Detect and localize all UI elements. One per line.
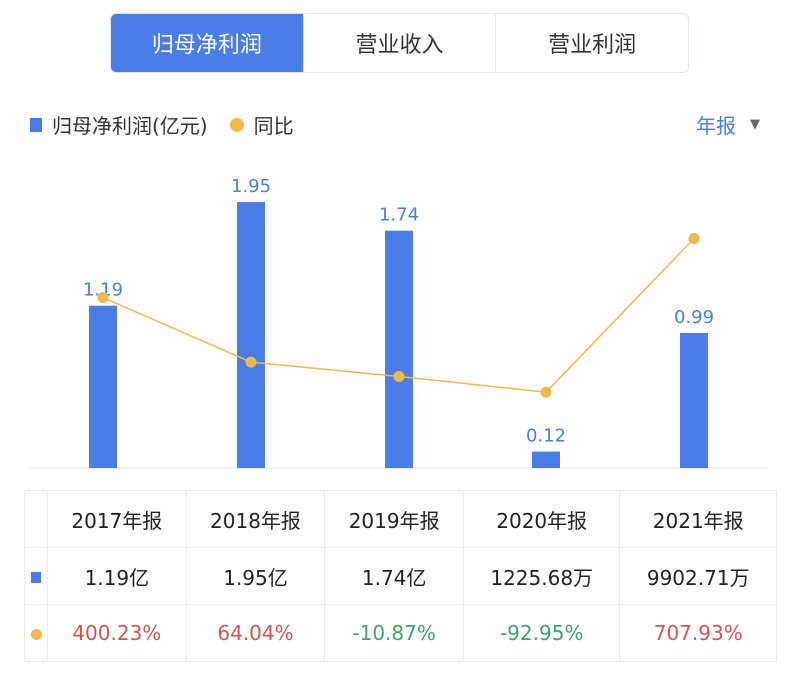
bar (680, 332, 708, 468)
bar-legend-icon (30, 117, 42, 132)
line-legend-icon (229, 117, 244, 132)
table-cell: -92.95% (462, 604, 621, 662)
table-header: 2019年报 (324, 490, 464, 548)
table-header-row: 2017年报 2018年报 2019年报 2020年报 2021年报 (24, 490, 777, 548)
table-cell: 9902.71万 (619, 547, 777, 605)
yoy-point (393, 370, 405, 382)
bar-data-label: 0.99 (674, 307, 714, 328)
table-cell: 1.74亿 (324, 547, 464, 605)
bar-data-label: 1.19 (83, 280, 123, 301)
yoy-point (688, 232, 700, 244)
yoy-point (97, 292, 109, 304)
bar-data-label: 1.74 (379, 205, 419, 226)
table-cell: 64.04% (185, 604, 326, 662)
table-header: 2017年报 (47, 490, 187, 548)
table-cell: 707.93% (619, 604, 777, 662)
table-header: 2020年报 (462, 490, 621, 548)
period-label: 年报 (696, 114, 736, 138)
tab-operating-profit[interactable]: 营业利润 (495, 14, 688, 72)
table-cell: -10.87% (324, 604, 464, 662)
yoy-point (540, 386, 552, 398)
bar-series-icon (31, 572, 41, 583)
line-series-icon (30, 629, 42, 640)
bar-data-label: 0.12 (526, 426, 566, 447)
chart-plot: 1.19 1.95 1.74 0.12 0.99 (30, 176, 768, 469)
bar-data-label: 1.95 (231, 176, 271, 197)
data-table: 2017年报 2018年报 2019年报 2020年报 2021年报 1.19亿… (24, 490, 777, 662)
tab-net-profit[interactable]: 归母净利润 (111, 14, 303, 72)
bar (89, 305, 117, 468)
table-cell: 1225.68万 (462, 547, 621, 605)
table-header: 2021年报 (619, 490, 777, 548)
bar (532, 451, 560, 468)
table-row-yoy: 400.23% 64.04% -10.87% -92.95% 707.93% (24, 604, 777, 662)
legend-bar-label: 归母净利润(亿元) (52, 114, 208, 138)
period-dropdown[interactable]: 年报 ▼ (696, 110, 760, 139)
table-cell: 400.23% (47, 604, 187, 662)
tab-revenue[interactable]: 营业收入 (302, 14, 496, 72)
bar (385, 230, 413, 468)
table-cell: 1.19亿 (47, 547, 187, 605)
metric-tabs: 归母净利润 营业收入 营业利润 (110, 13, 689, 73)
table-cell: 1.95亿 (185, 547, 326, 605)
table-row-values: 1.19亿 1.95亿 1.74亿 1225.68万 9902.71万 (24, 547, 777, 605)
legend-line-label: 同比 (253, 114, 294, 138)
table-header: 2018年报 (185, 490, 326, 548)
yoy-point (245, 356, 257, 368)
legend: 归母净利润(亿元) 同比 (30, 110, 294, 139)
triangle-down-icon: ▼ (750, 117, 760, 132)
bar (237, 202, 265, 468)
